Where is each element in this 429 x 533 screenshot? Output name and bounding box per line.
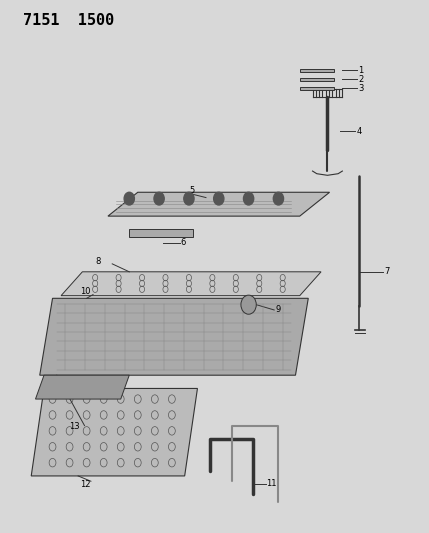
Text: 6: 6	[181, 238, 186, 247]
Polygon shape	[61, 272, 321, 296]
Text: 7151  1500: 7151 1500	[23, 13, 114, 28]
Circle shape	[154, 192, 164, 205]
Text: 8: 8	[95, 257, 100, 265]
Circle shape	[184, 192, 194, 205]
Text: 3: 3	[359, 84, 364, 93]
Circle shape	[244, 192, 254, 205]
Bar	[300, 78, 334, 82]
Text: 1: 1	[359, 66, 364, 75]
Polygon shape	[36, 375, 129, 399]
Polygon shape	[40, 298, 308, 375]
Text: 11: 11	[266, 479, 277, 488]
Text: 5: 5	[189, 186, 194, 195]
Circle shape	[124, 192, 134, 205]
Circle shape	[241, 295, 256, 314]
Polygon shape	[31, 389, 197, 476]
Text: 7: 7	[384, 268, 390, 276]
Text: 10: 10	[80, 287, 91, 296]
Text: 12: 12	[80, 480, 91, 489]
Polygon shape	[108, 192, 329, 216]
Bar	[300, 69, 334, 72]
Text: 4: 4	[356, 127, 362, 136]
Text: 2: 2	[359, 75, 364, 84]
Text: 13: 13	[69, 422, 80, 431]
Text: 9: 9	[275, 305, 281, 314]
Polygon shape	[129, 229, 193, 237]
Bar	[300, 87, 334, 91]
Circle shape	[214, 192, 224, 205]
Circle shape	[273, 192, 284, 205]
